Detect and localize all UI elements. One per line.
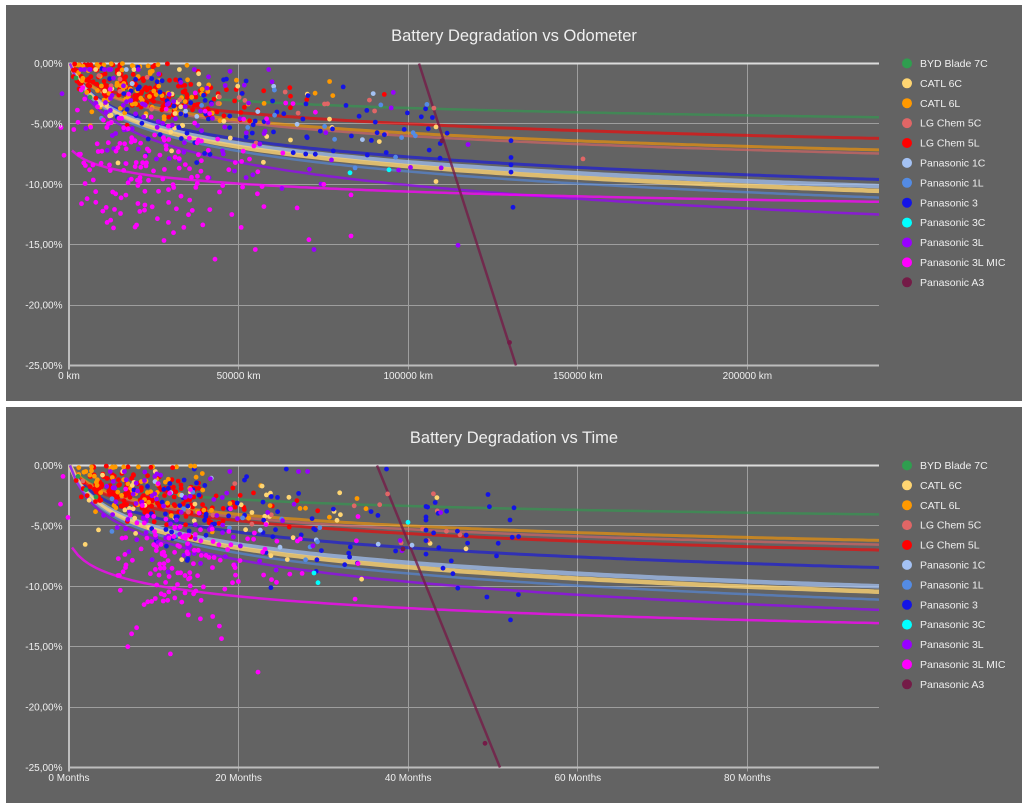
- svg-text:LG Chem 5C: LG Chem 5C: [920, 520, 982, 532]
- svg-text:-5,00%: -5,00%: [31, 521, 63, 532]
- svg-text:Panasonic 3L MIC: Panasonic 3L MIC: [920, 659, 1006, 671]
- svg-text:80 Months: 80 Months: [724, 773, 771, 784]
- svg-text:100000 km: 100000 km: [383, 371, 432, 382]
- svg-text:BYD Blade 7C: BYD Blade 7C: [920, 460, 988, 472]
- svg-text:Battery Degradation vs Time: Battery Degradation vs Time: [410, 429, 618, 447]
- svg-text:0,00%: 0,00%: [34, 461, 62, 472]
- svg-text:Panasonic 1L: Panasonic 1L: [920, 579, 984, 591]
- svg-text:Panasonic A3: Panasonic A3: [920, 679, 984, 691]
- svg-text:200000 km: 200000 km: [723, 371, 772, 382]
- svg-text:LG Chem 5L: LG Chem 5L: [920, 540, 980, 552]
- svg-text:50000 km: 50000 km: [217, 371, 261, 382]
- svg-text:CATL 6C: CATL 6C: [920, 480, 962, 492]
- svg-text:-15,00%: -15,00%: [25, 240, 62, 251]
- svg-text:Panasonic A3: Panasonic A3: [920, 277, 984, 289]
- svg-text:Battery Degradation vs Odomete: Battery Degradation vs Odometer: [391, 27, 637, 45]
- svg-text:CATL 6C: CATL 6C: [920, 78, 962, 90]
- svg-text:40 Months: 40 Months: [385, 773, 432, 784]
- svg-text:0,00%: 0,00%: [34, 59, 62, 70]
- svg-text:20 Months: 20 Months: [215, 773, 262, 784]
- svg-text:-20,00%: -20,00%: [25, 703, 62, 714]
- svg-text:Panasonic 1C: Panasonic 1C: [920, 158, 986, 170]
- svg-text:LG Chem 5L: LG Chem 5L: [920, 138, 980, 150]
- svg-text:-5,00%: -5,00%: [31, 119, 63, 130]
- svg-text:-10,00%: -10,00%: [25, 582, 62, 593]
- svg-text:-10,00%: -10,00%: [25, 180, 62, 191]
- svg-text:Panasonic 3L MIC: Panasonic 3L MIC: [920, 257, 1006, 269]
- svg-text:-15,00%: -15,00%: [25, 642, 62, 653]
- svg-text:0 km: 0 km: [58, 371, 80, 382]
- svg-text:CATL 6L: CATL 6L: [920, 500, 960, 512]
- svg-text:LG Chem 5C: LG Chem 5C: [920, 118, 982, 130]
- svg-text:60 Months: 60 Months: [554, 773, 601, 784]
- svg-text:Panasonic 3: Panasonic 3: [920, 599, 978, 611]
- svg-text:-20,00%: -20,00%: [25, 301, 62, 312]
- svg-text:-25,00%: -25,00%: [25, 361, 62, 372]
- svg-text:Panasonic 3: Panasonic 3: [920, 197, 978, 209]
- svg-text:Panasonic 1C: Panasonic 1C: [920, 560, 986, 572]
- svg-text:Panasonic 3L: Panasonic 3L: [920, 639, 984, 651]
- svg-text:Panasonic 3C: Panasonic 3C: [920, 217, 986, 229]
- svg-text:-25,00%: -25,00%: [25, 763, 62, 774]
- svg-text:150000 km: 150000 km: [553, 371, 602, 382]
- svg-text:Panasonic 1L: Panasonic 1L: [920, 177, 984, 189]
- svg-text:Panasonic 3L: Panasonic 3L: [920, 237, 984, 249]
- svg-text:BYD Blade 7C: BYD Blade 7C: [920, 58, 988, 70]
- svg-text:CATL 6L: CATL 6L: [920, 98, 960, 110]
- svg-text:Panasonic 3C: Panasonic 3C: [920, 619, 986, 631]
- svg-text:0 Months: 0 Months: [48, 773, 89, 784]
